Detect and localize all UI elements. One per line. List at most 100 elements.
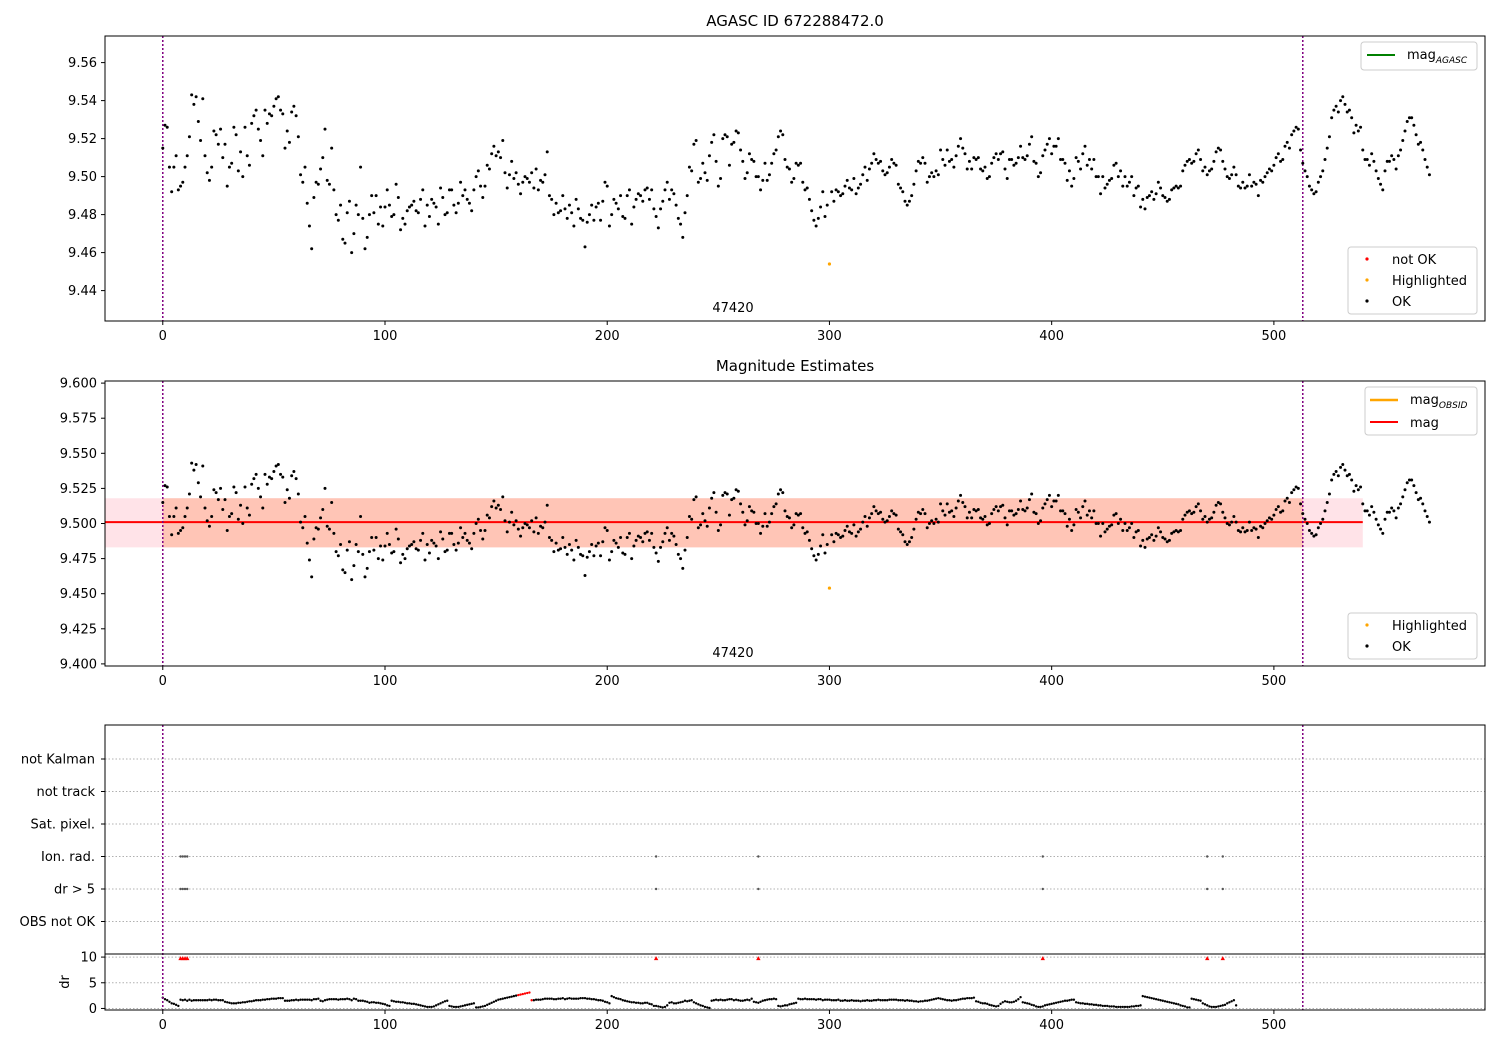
dr-point [397, 1000, 400, 1003]
mag-estimates-ok-point [832, 540, 836, 544]
dr-point [930, 998, 933, 1001]
dr-point [459, 1005, 462, 1008]
agasc-y-tick-label: 9.52 [68, 132, 97, 147]
mag-estimates-y-tick-label: 9.475 [60, 552, 97, 567]
agasc-ok-point [1290, 133, 1294, 137]
dr-point [1190, 997, 1193, 1000]
mag-estimates-ok-point [363, 575, 367, 579]
mag-estimates-ok-point [1334, 470, 1338, 474]
mag-estimates-ok-point [739, 502, 743, 506]
dr-point [923, 999, 927, 1002]
dr-point [341, 998, 344, 1001]
mag-estimates-ok-point [665, 526, 669, 530]
agasc-ok-point [812, 218, 816, 222]
mag-estimates-ok-point [627, 531, 631, 535]
mag-estimates-ok-point [1301, 512, 1305, 516]
agasc-ok-point [259, 139, 263, 142]
agasc-ok-point [1172, 186, 1176, 190]
agasc-ok-point [1379, 182, 1383, 186]
mag-estimates-ok-point [979, 516, 983, 520]
mag-estimates-ok-point [823, 551, 827, 555]
agasc-ok-point [170, 190, 174, 194]
dr-point [608, 1002, 611, 1005]
mag-estimates-ok-point [1019, 499, 1023, 503]
mag-estimates-ok-point [532, 530, 536, 534]
mag-estimates-y-tick-label: 9.550 [60, 447, 97, 462]
mag-estimates-ok-point [1165, 540, 1169, 544]
agasc-ok-point [470, 209, 474, 213]
dr-point [539, 998, 542, 1001]
agasc-ok-point [503, 171, 507, 175]
mag-estimates-ok-point [939, 502, 943, 506]
mag-estimates-ok-point [956, 499, 960, 503]
dr-point [463, 1004, 467, 1007]
agasc-ok-point [1205, 173, 1209, 177]
agasc-ok-point [1107, 178, 1111, 182]
dr-point [843, 999, 847, 1002]
agasc-ok-point [530, 171, 534, 175]
agasc-ok-point [1356, 129, 1360, 133]
mag-estimates-ok-point [334, 550, 338, 554]
agasc-ok-point [872, 152, 876, 156]
dr-point [221, 999, 224, 1002]
dr-point [668, 1001, 671, 1005]
dr-point [383, 1003, 387, 1006]
dr-point [372, 1001, 376, 1004]
agasc-ok-point [312, 196, 316, 199]
agasc-ok-point [725, 135, 729, 139]
mag-estimates-ok-point [379, 544, 383, 548]
agasc-ok-point [1323, 158, 1327, 161]
agasc-ok-point [243, 125, 247, 129]
dr-point [952, 999, 956, 1002]
mag-estimates-ok-point [859, 527, 863, 531]
dr-point [1219, 1004, 1222, 1008]
agasc-ok-point [750, 158, 754, 161]
agasc-ok-point [1330, 116, 1334, 120]
dr-point [443, 1000, 447, 1003]
agasc-ok-point [1027, 142, 1031, 146]
dr-point [186, 999, 189, 1002]
mag-estimates-ok-point [801, 526, 805, 530]
mag-estimates-ok-point [1274, 507, 1278, 511]
dr-point [868, 999, 871, 1002]
mag-estimates-ok-point [472, 531, 476, 535]
mag-estimates-ok-point [290, 474, 294, 478]
dr-point [517, 993, 520, 997]
mag-estimates-ok-point [876, 512, 880, 516]
dr-point [908, 999, 911, 1002]
agasc-ok-point [754, 175, 758, 179]
mag-estimates-ok-point [314, 526, 318, 530]
mag-estimates-ok-point [1305, 522, 1309, 525]
mag-estimates-ok-point [687, 514, 691, 518]
agasc-ok-point [359, 165, 363, 169]
dr-point [601, 999, 604, 1002]
legend-highlighted: Highlighted [1392, 274, 1467, 289]
agasc-ok-point [1239, 186, 1243, 190]
flag-point [1041, 855, 1044, 858]
dr-point [490, 1001, 493, 1005]
agasc-ok-point [1119, 169, 1123, 173]
dr-point [321, 1000, 324, 1003]
mag-estimates-ok-point [870, 512, 874, 516]
dr-point [561, 996, 564, 1000]
agasc-ok-point [492, 144, 496, 148]
dr-point [681, 1000, 684, 1003]
agasc-ok-point [801, 180, 805, 184]
dr-point [1068, 999, 1071, 1002]
dr-point [214, 998, 218, 1001]
dr-point [803, 997, 807, 1000]
dr-point [352, 997, 356, 1000]
mag-estimates-ok-point [945, 502, 949, 506]
dr-point [652, 1004, 656, 1008]
mag-estimates-ok-point [932, 522, 936, 525]
dr-point [1139, 1004, 1142, 1007]
agasc-ok-point [1312, 192, 1316, 196]
mag-estimates-ok-point [514, 519, 518, 523]
agasc-ok-point [201, 97, 205, 101]
mag-estimates-ok-point [1372, 510, 1376, 514]
mag-estimates-ok-point [534, 516, 538, 520]
agasc-ok-point [836, 190, 840, 194]
agasc-ok-point [443, 213, 447, 217]
dr-point [168, 1000, 171, 1003]
